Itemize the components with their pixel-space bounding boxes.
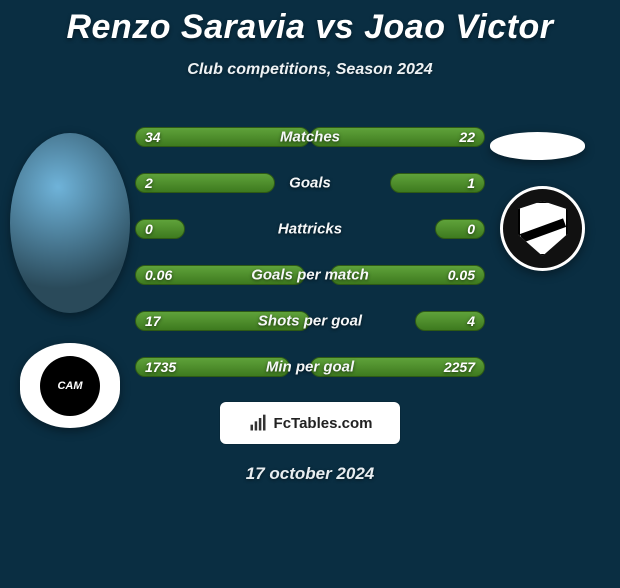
stat-row: Goals 2 1 <box>135 170 485 196</box>
player1-photo <box>10 133 130 313</box>
stat-row: Goals per match 0.06 0.05 <box>135 262 485 288</box>
stat-label: Min per goal <box>266 359 354 376</box>
stat-row: Hattricks 0 0 <box>135 216 485 242</box>
stat-value-right: 2257 <box>444 359 475 375</box>
stats-table: Matches 34 22 Goals 2 1 Hattricks 0 0 Goals per m… <box>135 124 485 380</box>
branding[interactable]: FcTables.com <box>220 402 400 444</box>
stat-value-right: 22 <box>459 129 475 145</box>
stat-value-left: 0 <box>145 221 153 237</box>
club2-shield-icon <box>518 201 568 256</box>
club2-badge <box>500 186 585 271</box>
stat-bar-left <box>135 173 275 193</box>
stat-row: Shots per goal 17 4 <box>135 308 485 334</box>
stat-value-left: 0.06 <box>145 267 172 283</box>
stat-label: Shots per goal <box>258 313 362 330</box>
stat-label: Goals <box>289 175 331 192</box>
stat-row: Min per goal 1735 2257 <box>135 354 485 380</box>
stat-value-left: 2 <box>145 175 153 191</box>
stat-value-left: 34 <box>145 129 161 145</box>
chart-icon <box>248 413 268 433</box>
stat-label: Hattricks <box>278 221 342 238</box>
stat-value-right: 0.05 <box>448 267 475 283</box>
stat-bar-right <box>435 219 485 239</box>
stat-value-right: 0 <box>467 221 475 237</box>
club1-badge: CAM <box>20 343 120 428</box>
stat-label: Goals per match <box>251 267 369 284</box>
subtitle: Club competitions, Season 2024 <box>0 61 620 79</box>
stat-value-left: 17 <box>145 313 161 329</box>
date-label: 17 october 2024 <box>0 464 620 484</box>
stat-bar-left <box>135 219 185 239</box>
player2-photo <box>490 132 585 160</box>
stat-label: Matches <box>280 129 340 146</box>
stat-value-right: 4 <box>467 313 475 329</box>
branding-label: FcTables.com <box>274 415 373 432</box>
stat-value-right: 1 <box>467 175 475 191</box>
stat-row: Matches 34 22 <box>135 124 485 150</box>
club1-shield-icon: CAM <box>40 356 100 416</box>
page-title: Renzo Saravia vs Joao Victor <box>0 8 620 47</box>
stat-value-left: 1735 <box>145 359 176 375</box>
